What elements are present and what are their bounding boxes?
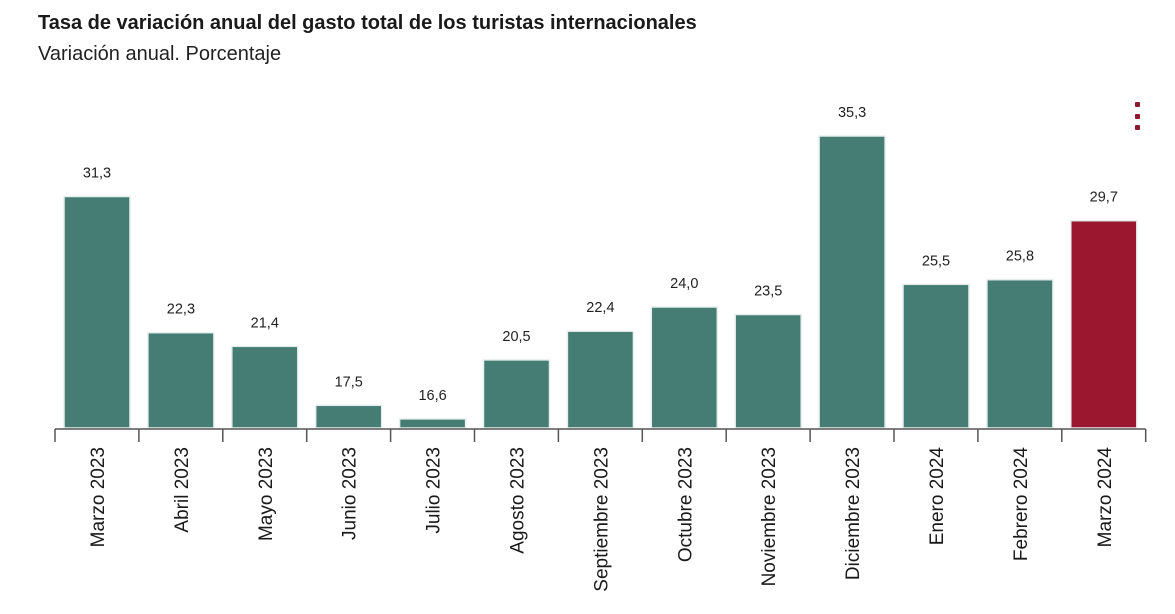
bar-12[interactable] bbox=[987, 280, 1053, 428]
value-label: 22,4 bbox=[586, 300, 614, 316]
value-label: 20,5 bbox=[502, 329, 530, 345]
tick-label: Febrero 2024 bbox=[1011, 447, 1032, 562]
bar-1[interactable] bbox=[64, 197, 130, 429]
bar-6[interactable] bbox=[484, 360, 550, 428]
value-label: 16,6 bbox=[418, 388, 446, 404]
bar-chart: 31,3 22,3 21,4 17,5 16,6 20,5 22,4 24,0 23,5 35,3… bbox=[0, 0, 1175, 614]
bars-layer bbox=[64, 136, 1137, 428]
bar-5[interactable] bbox=[400, 419, 466, 428]
tick-label: Diciembre 2023 bbox=[843, 447, 864, 580]
value-label: 25,8 bbox=[1006, 249, 1034, 265]
bar-10[interactable] bbox=[819, 136, 885, 428]
tick-label: Junio 2023 bbox=[340, 447, 361, 540]
value-label: 24,0 bbox=[670, 276, 698, 292]
tick-label: Noviembre 2023 bbox=[759, 447, 780, 586]
bar-4[interactable] bbox=[316, 405, 382, 428]
x-axis bbox=[55, 429, 1146, 442]
value-label: 17,5 bbox=[335, 374, 363, 390]
tick-label: Enero 2024 bbox=[927, 447, 948, 546]
value-label: 21,4 bbox=[251, 315, 279, 331]
value-label: 22,3 bbox=[167, 302, 195, 318]
tick-label: Marzo 2023 bbox=[88, 447, 109, 547]
value-label: 31,3 bbox=[83, 166, 111, 182]
value-label: 25,5 bbox=[922, 253, 950, 269]
bar-7[interactable] bbox=[567, 331, 633, 428]
bar-2[interactable] bbox=[148, 333, 214, 428]
tick-labels: Marzo 2023 Abril 2023 Mayo 2023 Junio 2023 J… bbox=[88, 447, 1116, 592]
bar-9[interactable] bbox=[735, 315, 801, 429]
value-label: 23,5 bbox=[754, 284, 782, 300]
value-label: 29,7 bbox=[1090, 190, 1118, 206]
tick-label: Agosto 2023 bbox=[508, 447, 529, 554]
tick-label: Marzo 2024 bbox=[1095, 447, 1116, 548]
value-label: 35,3 bbox=[838, 105, 866, 121]
bar-11[interactable] bbox=[903, 284, 969, 428]
bar-8[interactable] bbox=[651, 307, 717, 428]
tick-label: Abril 2023 bbox=[172, 447, 193, 533]
tick-label: Julio 2023 bbox=[424, 447, 445, 534]
tick-label: Octubre 2023 bbox=[675, 447, 696, 562]
tick-label: Septiembre 2023 bbox=[591, 447, 612, 592]
bar-3[interactable] bbox=[232, 346, 298, 428]
tick-label: Mayo 2023 bbox=[256, 447, 277, 541]
bar-13[interactable] bbox=[1071, 221, 1137, 428]
